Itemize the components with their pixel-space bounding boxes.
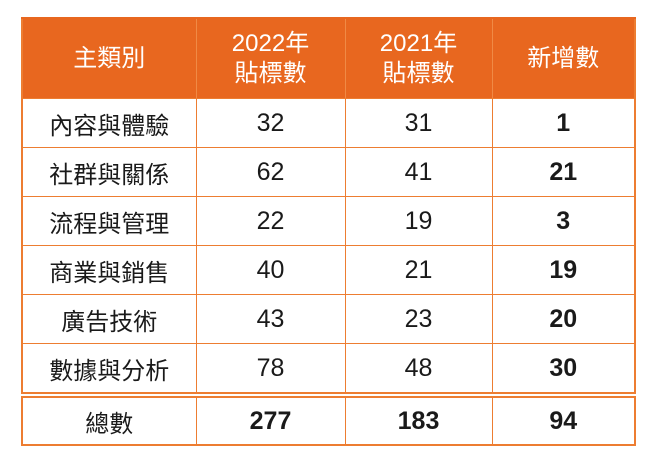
header-cell-2021-count: 2021年 貼標數 bbox=[344, 17, 493, 99]
table-row: 社群與關係 62 41 21 bbox=[21, 147, 636, 197]
category-tag-table-container: 主類別 2022年 貼標數 2021年 貼標數 新增數 內容與體驗 32 31 … bbox=[21, 17, 636, 446]
cell-category: 內容與體驗 bbox=[21, 98, 197, 148]
table-row: 商業與銷售 40 21 19 bbox=[21, 245, 636, 295]
cell-2022-value: 78 bbox=[195, 343, 346, 396]
header-cell-category: 主類別 bbox=[21, 17, 197, 99]
cell-category: 社群與關係 bbox=[21, 147, 197, 197]
table-row: 流程與管理 22 19 3 bbox=[21, 196, 636, 246]
total-new-value: 94 bbox=[491, 392, 636, 446]
total-2022-value: 277 bbox=[195, 392, 346, 446]
cell-new-value: 19 bbox=[491, 245, 636, 295]
cell-new-value: 3 bbox=[491, 196, 636, 246]
cell-2021-value: 41 bbox=[344, 147, 493, 197]
cell-new-value: 21 bbox=[491, 147, 636, 197]
cell-2022-value: 62 bbox=[195, 147, 346, 197]
cell-2022-value: 43 bbox=[195, 294, 346, 344]
total-row: 總數 277 183 94 bbox=[21, 392, 636, 446]
cell-new-value: 20 bbox=[491, 294, 636, 344]
cell-2021-value: 21 bbox=[344, 245, 493, 295]
category-tag-count-table: 主類別 2022年 貼標數 2021年 貼標數 新增數 內容與體驗 32 31 … bbox=[21, 17, 636, 446]
cell-2021-value: 48 bbox=[344, 343, 493, 396]
cell-category: 廣告技術 bbox=[21, 294, 197, 344]
cell-2022-value: 32 bbox=[195, 98, 346, 148]
cell-new-value: 30 bbox=[491, 343, 636, 396]
cell-2022-value: 22 bbox=[195, 196, 346, 246]
cell-category: 數據與分析 bbox=[21, 343, 197, 396]
header-cell-new-count: 新增數 bbox=[491, 17, 636, 99]
header-row: 主類別 2022年 貼標數 2021年 貼標數 新增數 bbox=[21, 17, 636, 99]
total-2021-value: 183 bbox=[344, 392, 493, 446]
header-cell-2022-count: 2022年 貼標數 bbox=[195, 17, 346, 99]
cell-2021-value: 23 bbox=[344, 294, 493, 344]
cell-category: 流程與管理 bbox=[21, 196, 197, 246]
table-row: 數據與分析 78 48 30 bbox=[21, 343, 636, 396]
cell-category: 商業與銷售 bbox=[21, 245, 197, 295]
table-row: 內容與體驗 32 31 1 bbox=[21, 98, 636, 148]
cell-2021-value: 19 bbox=[344, 196, 493, 246]
cell-2021-value: 31 bbox=[344, 98, 493, 148]
total-label: 總數 bbox=[21, 392, 197, 446]
table-row: 廣告技術 43 23 20 bbox=[21, 294, 636, 344]
cell-2022-value: 40 bbox=[195, 245, 346, 295]
cell-new-value: 1 bbox=[491, 98, 636, 148]
